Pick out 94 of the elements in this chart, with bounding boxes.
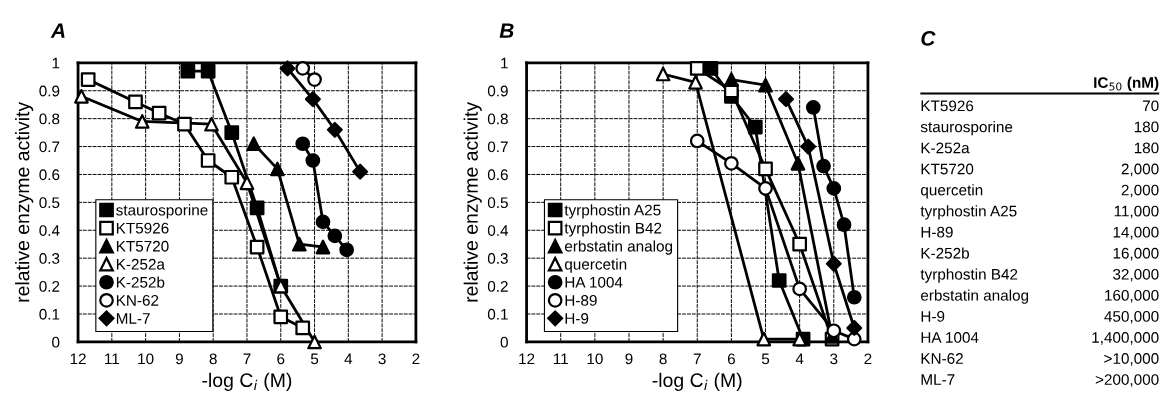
legend-label: erbstatin analog [564, 240, 673, 255]
text: 160,000 [1105, 289, 1159, 303]
text: 2,000 [1121, 163, 1159, 177]
text: 32,000 [1113, 268, 1159, 282]
legend-label: tyrphostin B42 [564, 222, 662, 237]
chart-title: A [50, 23, 65, 38]
text: C [921, 30, 936, 46]
x-tick-label: 2 [864, 353, 872, 365]
y-tick-label: 0 [500, 336, 508, 348]
y-tick-label: 0.1 [487, 308, 508, 320]
category-label: erbstatin analog [921, 289, 1029, 304]
x-tick-label: 3 [378, 353, 386, 365]
category-label: KT5926 [921, 100, 974, 112]
category-label: ML-7 [921, 374, 955, 385]
legend-label: HA 1004 [565, 276, 623, 288]
legend-label: K-252a [116, 258, 165, 270]
x-tick-label: 12 [519, 353, 535, 365]
y-tick-label: 1 [52, 57, 60, 69]
y-tick-label: 0.3 [39, 253, 60, 264]
x-tick-label: 7 [243, 353, 251, 365]
category-label: tyrphostin A25 [920, 205, 1017, 220]
y-tick-label: 0.8 [487, 113, 508, 125]
chart-title: B [499, 23, 514, 38]
text: >200,000 [1095, 374, 1159, 387]
y-tick-label: 0.5 [39, 197, 60, 209]
x-axis-title: -log C$_{i}$ (M) [652, 372, 742, 391]
x-tick-label: 9 [175, 353, 183, 365]
y-tick-label: 0 [52, 336, 60, 348]
text: 2,000 [1121, 184, 1159, 198]
text: 11,000 [1114, 205, 1159, 219]
y-tick-label: 0.9 [39, 85, 60, 97]
y-tick-label: 0.6 [39, 169, 60, 181]
legend-label: quercetin [564, 258, 627, 273]
category-label: K-252b [921, 247, 969, 259]
x-tick-label: 7 [693, 353, 701, 365]
y-tick-label: 0.7 [487, 141, 508, 153]
text: >10,000 [1104, 353, 1159, 366]
x-tick-label: 11 [553, 353, 568, 365]
legend-label: KT5926 [116, 222, 169, 234]
category-label: KN-62 [921, 353, 963, 364]
y-tick-label: 0.1 [39, 308, 60, 320]
legend-label: H-9 [565, 313, 589, 324]
x-tick-label: 4 [795, 353, 804, 365]
x-tick-label: 4 [344, 353, 353, 365]
legend-label: tyrphostin A25 [564, 204, 661, 219]
y-tick-label: 0.4 [487, 225, 509, 236]
text: IC$_{50}$ (nM) [1094, 76, 1159, 92]
y-tick-label: 0.7 [39, 141, 60, 153]
text: 450,000 [1104, 311, 1159, 324]
y-axis-title: relative enzyme activity [463, 101, 482, 302]
x-tick-label: 2 [412, 353, 420, 365]
category-label: H-9 [921, 311, 945, 322]
text: 16,000 [1113, 247, 1159, 261]
x-tick-label: 12 [70, 353, 86, 365]
text: 14,000 [1113, 226, 1159, 240]
category-label: K-252a [921, 142, 970, 154]
x-tick-label: 11 [105, 353, 120, 365]
legend-label: staurosporine [116, 204, 208, 219]
x-tick-label: 6 [277, 353, 285, 365]
y-tick-label: 0.9 [487, 85, 508, 97]
x-tick-label: 10 [587, 353, 603, 365]
category-label: KT5720 [921, 163, 974, 175]
y-tick-label: 0.6 [487, 169, 508, 181]
y-tick-label: 0.8 [39, 113, 60, 125]
text: 70 [1142, 100, 1159, 112]
y-tick-label: 0.2 [39, 280, 60, 292]
legend-label: KT5720 [116, 240, 169, 252]
y-tick-label: 1 [501, 57, 508, 69]
y-axis-title: relative enzyme activity [15, 101, 34, 302]
category-label: quercetin [920, 184, 983, 199]
x-tick-label: 5 [310, 353, 319, 365]
x-tick-label: 10 [138, 353, 154, 365]
text: 180 [1134, 121, 1159, 133]
legend-label: ML-7 [116, 313, 150, 324]
y-tick-label: 0.4 [39, 225, 60, 236]
x-tick-label: 9 [625, 353, 633, 365]
legend-label: K-252b [116, 276, 165, 288]
x-tick-label: 8 [659, 353, 667, 365]
legend-label: H-89 [565, 294, 597, 306]
x-tick-label: 3 [830, 353, 838, 365]
text: 1,400,000 [1092, 332, 1159, 345]
y-tick-label: 0.3 [487, 253, 508, 264]
x-tick-label: 5 [761, 353, 770, 365]
x-axis-title: -log C$_{i}$ (M) [202, 372, 292, 391]
x-tick-label: 6 [727, 353, 735, 365]
y-tick-label: 0.5 [487, 197, 508, 209]
y-tick-label: 0.2 [487, 280, 508, 292]
category-label: tyrphostin B42 [920, 268, 1018, 283]
text: 180 [1134, 142, 1159, 154]
category-label: HA 1004 [921, 332, 979, 343]
category-label: H-89 [921, 226, 953, 238]
x-tick-label: 8 [209, 353, 217, 365]
category-label: staurosporine [920, 121, 1013, 136]
legend-label: KN-62 [116, 294, 159, 306]
